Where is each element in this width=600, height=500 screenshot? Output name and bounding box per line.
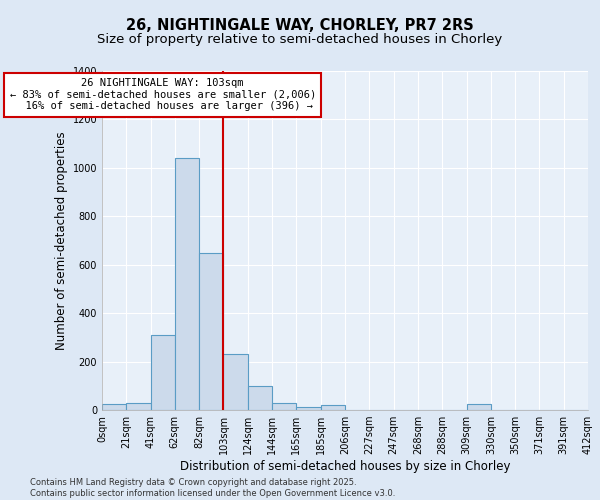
- Bar: [248, 386, 272, 410]
- Text: 26 NIGHTINGALE WAY: 103sqm
← 83% of semi-detached houses are smaller (2,006)
  1: 26 NIGHTINGALE WAY: 103sqm ← 83% of semi…: [10, 78, 316, 112]
- Bar: [296, 406, 320, 410]
- Bar: [223, 354, 248, 410]
- Bar: [102, 404, 126, 410]
- Bar: [126, 403, 151, 410]
- Bar: [467, 404, 491, 410]
- Text: 26, NIGHTINGALE WAY, CHORLEY, PR7 2RS: 26, NIGHTINGALE WAY, CHORLEY, PR7 2RS: [126, 18, 474, 32]
- X-axis label: Distribution of semi-detached houses by size in Chorley: Distribution of semi-detached houses by …: [180, 460, 510, 473]
- Text: Size of property relative to semi-detached houses in Chorley: Size of property relative to semi-detach…: [97, 32, 503, 46]
- Bar: [175, 158, 199, 410]
- Bar: [320, 406, 345, 410]
- Bar: [151, 335, 175, 410]
- Bar: [272, 403, 296, 410]
- Text: Contains HM Land Registry data © Crown copyright and database right 2025.
Contai: Contains HM Land Registry data © Crown c…: [30, 478, 395, 498]
- Bar: [199, 252, 223, 410]
- Y-axis label: Number of semi-detached properties: Number of semi-detached properties: [55, 131, 68, 350]
